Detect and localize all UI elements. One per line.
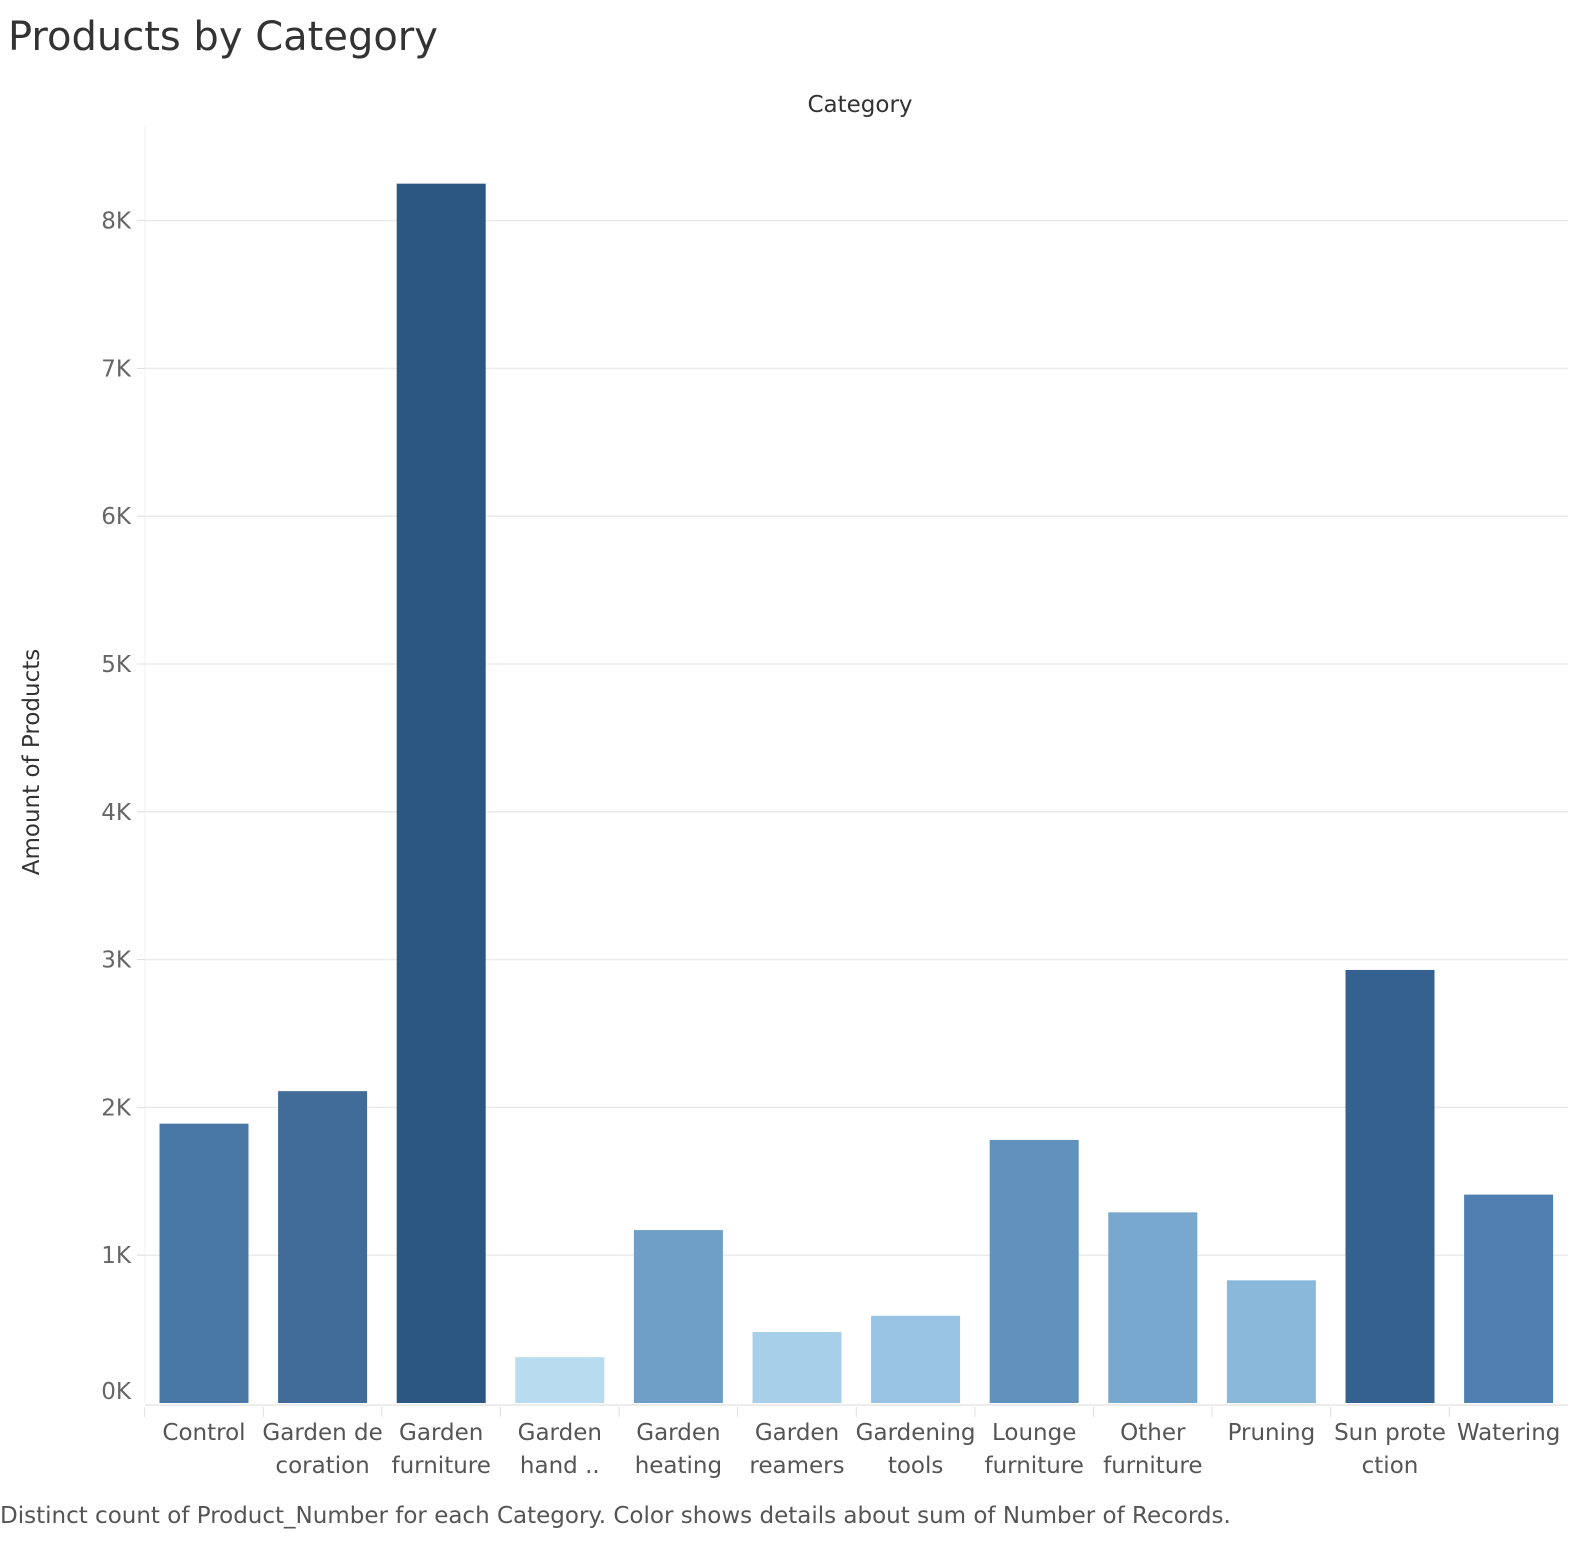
category-label: Watering bbox=[1457, 1420, 1561, 1446]
y-tick-label: 5K bbox=[101, 652, 132, 678]
y-tick-label: 8K bbox=[101, 209, 132, 235]
bar-4 bbox=[515, 1357, 605, 1403]
bar-6 bbox=[752, 1332, 842, 1403]
category-label: Garden bbox=[518, 1420, 602, 1446]
category-label: furniture bbox=[985, 1453, 1084, 1479]
category-label: Garden bbox=[636, 1420, 720, 1446]
category-label: furniture bbox=[1103, 1453, 1202, 1479]
bar-12 bbox=[1464, 1194, 1554, 1403]
y-tick-label: 1K bbox=[101, 1243, 132, 1269]
bar-3 bbox=[396, 183, 486, 1403]
category-label: Lounge bbox=[992, 1420, 1076, 1446]
chart-title: Products by Category bbox=[8, 14, 438, 60]
category-label: reamers bbox=[749, 1453, 844, 1479]
bar-5 bbox=[633, 1230, 723, 1403]
category-label: Garden bbox=[399, 1420, 483, 1446]
bar-1 bbox=[159, 1123, 249, 1403]
bar-7 bbox=[871, 1315, 961, 1403]
y-tick-label: 7K bbox=[101, 356, 132, 382]
category-label: coration bbox=[275, 1453, 369, 1479]
bar-9 bbox=[1108, 1212, 1198, 1403]
category-label: heating bbox=[635, 1453, 722, 1479]
bar-11 bbox=[1345, 969, 1435, 1403]
bar-10 bbox=[1226, 1280, 1316, 1403]
category-label: ction bbox=[1362, 1453, 1419, 1479]
y-tick-label: 6K bbox=[101, 504, 132, 530]
category-label: Sun prote bbox=[1334, 1420, 1446, 1446]
category-label: Gardening bbox=[856, 1420, 976, 1446]
chart-caption: Distinct count of Product_Number for eac… bbox=[0, 1503, 1231, 1529]
y-tick-label: 4K bbox=[101, 800, 132, 826]
category-label: Control bbox=[162, 1420, 245, 1446]
x-axis-header: Category bbox=[807, 92, 913, 118]
y-tick-label: 0K bbox=[101, 1379, 132, 1405]
y-tick-label: 3K bbox=[101, 948, 132, 974]
category-label: Garden de bbox=[262, 1420, 382, 1446]
y-tick-label: 2K bbox=[101, 1095, 132, 1121]
bar-2 bbox=[278, 1091, 368, 1403]
category-label: hand .. bbox=[520, 1453, 600, 1479]
category-label: Other bbox=[1120, 1420, 1186, 1446]
category-label: Pruning bbox=[1228, 1420, 1316, 1446]
category-label: tools bbox=[888, 1453, 944, 1479]
category-label: furniture bbox=[392, 1453, 491, 1479]
category-label: Garden bbox=[755, 1420, 839, 1446]
bar-8 bbox=[989, 1139, 1079, 1403]
